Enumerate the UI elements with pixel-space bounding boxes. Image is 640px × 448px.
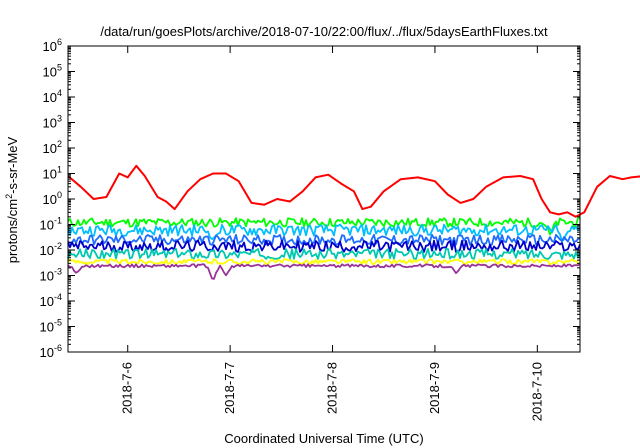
series-line	[67, 258, 581, 266]
series-line	[67, 239, 581, 253]
x-tick-label: 2018-7-7	[222, 362, 237, 414]
y-tick-label: 102	[43, 139, 62, 156]
y-tick-label: 10-1	[40, 216, 62, 233]
y-tick-label: 106	[43, 37, 62, 54]
series-line	[67, 223, 581, 242]
x-tick-label: 2018-7-10	[529, 362, 544, 421]
series-line	[67, 217, 580, 236]
plot-frame	[67, 45, 581, 353]
y-tick-label: 105	[43, 63, 62, 80]
y-tick-label: 10-5	[40, 318, 62, 335]
x-tick-label: 2018-7-9	[427, 362, 442, 414]
y-tick-label: 101	[43, 165, 62, 182]
y-tick-label: 10-4	[40, 292, 62, 309]
x-axis-label: Coordinated Universal Time (UTC)	[224, 431, 423, 446]
y-axis: 10-6 10-5 10-4 10-3 10-2 10-1 100 101 102 103 104 1…	[40, 37, 580, 360]
x-tick-label: 2018-7-6	[120, 362, 135, 414]
series-line	[67, 164, 640, 218]
y-tick-label: 100	[43, 190, 62, 207]
series-line	[67, 263, 581, 280]
y-tick-label: 10-3	[40, 267, 62, 284]
y-axis-label: protons/cm2-s-sr-MeV	[4, 136, 20, 263]
series-lines	[67, 164, 640, 280]
series-line	[67, 248, 581, 260]
y-tick-label: 10-6	[40, 343, 62, 360]
y-tick-label: 104	[43, 88, 62, 105]
series-line	[67, 233, 581, 246]
y-tick-label: 10-2	[40, 241, 62, 258]
x-tick-label: 2018-7-8	[325, 362, 340, 414]
x-axis: 2018-7-6 2018-7-7 2018-7-8 2018-7-9 2018-7-1…	[120, 46, 544, 421]
chart-title: /data/run/goesPlots/archive/2018-07-10/2…	[100, 24, 548, 39]
y-tick-label: 103	[43, 114, 62, 131]
